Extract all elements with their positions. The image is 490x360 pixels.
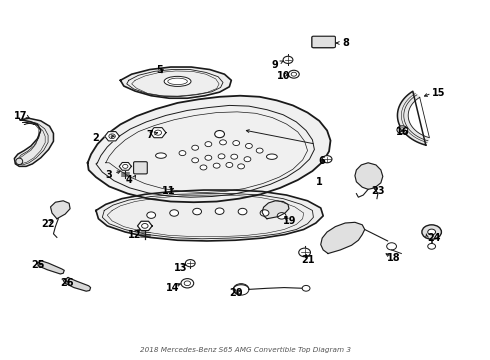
Circle shape	[122, 165, 128, 168]
Circle shape	[245, 143, 252, 148]
Text: 9: 9	[272, 59, 279, 69]
Text: 1: 1	[316, 177, 322, 187]
Circle shape	[299, 248, 311, 257]
Text: 20: 20	[229, 288, 243, 298]
Text: 13: 13	[174, 263, 188, 273]
Circle shape	[215, 131, 224, 138]
Text: 18: 18	[387, 253, 400, 263]
Polygon shape	[88, 96, 331, 202]
Text: 17: 17	[14, 111, 28, 121]
Circle shape	[215, 208, 224, 215]
Text: 26: 26	[60, 278, 74, 288]
Circle shape	[422, 225, 441, 239]
Text: 25: 25	[31, 260, 45, 270]
Circle shape	[277, 213, 286, 219]
Polygon shape	[150, 127, 166, 138]
Circle shape	[238, 164, 245, 169]
Text: 14: 14	[166, 283, 179, 293]
Text: 19: 19	[283, 216, 296, 226]
Circle shape	[397, 126, 408, 134]
Polygon shape	[37, 261, 64, 274]
Circle shape	[193, 208, 201, 215]
Circle shape	[256, 148, 263, 153]
Circle shape	[181, 279, 194, 288]
Circle shape	[283, 56, 293, 63]
Text: 7: 7	[147, 130, 153, 140]
Circle shape	[238, 208, 247, 215]
Polygon shape	[355, 163, 383, 189]
Polygon shape	[63, 278, 91, 291]
Text: 10: 10	[277, 71, 290, 81]
Text: 4: 4	[125, 175, 132, 185]
Text: 8: 8	[343, 38, 349, 48]
Polygon shape	[262, 201, 289, 219]
Ellipse shape	[267, 154, 277, 159]
Circle shape	[218, 154, 225, 159]
Circle shape	[233, 284, 249, 295]
Polygon shape	[96, 190, 323, 241]
Polygon shape	[397, 91, 429, 145]
Circle shape	[109, 134, 115, 139]
Circle shape	[200, 165, 207, 170]
Text: 12: 12	[128, 230, 141, 239]
Text: 3: 3	[106, 170, 113, 180]
Ellipse shape	[16, 158, 23, 165]
Polygon shape	[138, 221, 152, 230]
Circle shape	[154, 130, 162, 135]
Circle shape	[213, 163, 220, 168]
Text: 11: 11	[162, 186, 175, 197]
Text: 2: 2	[93, 133, 99, 143]
Text: 24: 24	[427, 233, 440, 243]
Circle shape	[231, 154, 238, 159]
FancyBboxPatch shape	[134, 162, 147, 174]
Circle shape	[302, 285, 310, 291]
Circle shape	[289, 70, 299, 78]
Circle shape	[233, 140, 240, 145]
Circle shape	[322, 156, 332, 163]
Circle shape	[428, 243, 436, 249]
Text: 16: 16	[395, 127, 409, 136]
Circle shape	[244, 157, 251, 162]
Circle shape	[179, 150, 186, 156]
Circle shape	[400, 128, 405, 132]
Polygon shape	[321, 222, 365, 253]
Polygon shape	[14, 118, 53, 166]
FancyBboxPatch shape	[312, 37, 334, 48]
Circle shape	[205, 155, 212, 160]
Circle shape	[142, 224, 148, 228]
Text: 21: 21	[301, 255, 315, 265]
Polygon shape	[105, 132, 120, 141]
Ellipse shape	[164, 76, 191, 86]
Circle shape	[220, 140, 226, 145]
Polygon shape	[50, 201, 70, 219]
Text: 22: 22	[41, 219, 54, 229]
Circle shape	[170, 210, 178, 216]
Text: 23: 23	[371, 186, 385, 197]
Text: 2018 Mercedes-Benz S65 AMG Convertible Top Diagram 3: 2018 Mercedes-Benz S65 AMG Convertible T…	[140, 347, 350, 354]
Circle shape	[291, 72, 296, 76]
Circle shape	[428, 229, 436, 235]
FancyBboxPatch shape	[312, 36, 335, 48]
Circle shape	[387, 243, 396, 250]
Ellipse shape	[168, 78, 187, 85]
Polygon shape	[121, 67, 231, 98]
Circle shape	[205, 141, 212, 147]
Ellipse shape	[156, 153, 166, 158]
Text: 15: 15	[432, 88, 445, 98]
Text: 5: 5	[156, 64, 163, 75]
Circle shape	[192, 145, 198, 150]
Circle shape	[226, 162, 233, 167]
Circle shape	[147, 212, 156, 219]
Text: 6: 6	[318, 156, 325, 166]
Circle shape	[192, 158, 198, 163]
Polygon shape	[119, 162, 131, 170]
Circle shape	[185, 260, 195, 267]
Circle shape	[184, 281, 191, 285]
Circle shape	[260, 210, 269, 216]
